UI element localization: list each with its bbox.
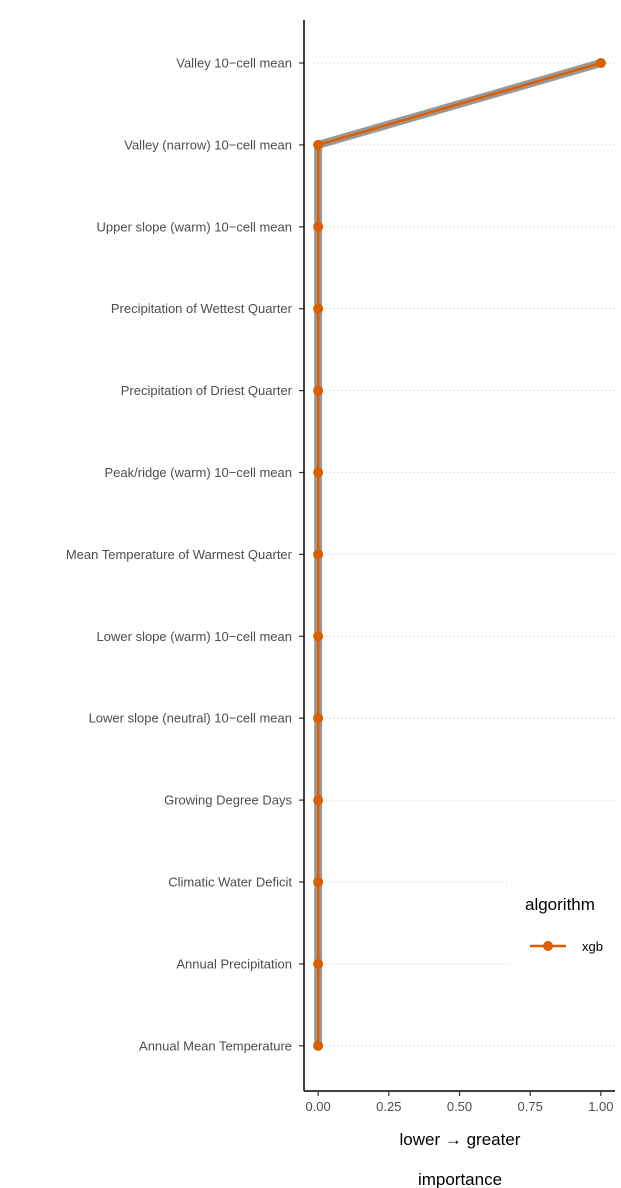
- legend-key-point: [543, 941, 553, 951]
- grid-lines: [314, 62, 615, 1047]
- y-tick-label: Precipitation of Wettest Quarter: [111, 301, 293, 316]
- data-point: [313, 139, 324, 150]
- legend-title: algorithm: [525, 895, 595, 914]
- x-tick-label: 0.25: [376, 1099, 401, 1114]
- y-tick-label: Climatic Water Deficit: [168, 875, 292, 890]
- y-tick-label: Growing Degree Days: [164, 793, 292, 808]
- x-tick-label: 1.00: [588, 1099, 613, 1114]
- data-point: [313, 713, 324, 724]
- data-point: [313, 958, 324, 969]
- y-tick-label: Annual Precipitation: [176, 956, 292, 971]
- legend-item-label: xgb: [582, 939, 603, 954]
- data-point: [313, 303, 324, 314]
- data-point: [313, 467, 324, 478]
- legend: algorithm xgb: [525, 895, 603, 954]
- y-tick-label: Peak/ridge (warm) 10−cell mean: [105, 465, 293, 480]
- data-point: [313, 221, 324, 232]
- x-tick-label: 0.50: [447, 1099, 472, 1114]
- data-point: [313, 795, 324, 806]
- y-tick-label: Lower slope (neutral) 10−cell mean: [89, 711, 292, 726]
- data-point: [595, 58, 606, 68]
- series-layer: [313, 58, 606, 1051]
- data-point: [313, 1040, 324, 1051]
- y-tick-label: Valley (narrow) 10−cell mean: [124, 137, 292, 152]
- y-tick-label: Annual Mean Temperature: [139, 1038, 292, 1053]
- data-point: [313, 877, 324, 887]
- x-tick-label: 0.00: [305, 1099, 330, 1114]
- y-tick-label: Upper slope (warm) 10−cell mean: [97, 219, 292, 234]
- x-axis-title-line1: lower → greater: [400, 1130, 521, 1149]
- data-point: [313, 631, 324, 642]
- y-tick-label: Lower slope (warm) 10−cell mean: [97, 629, 292, 644]
- data-point: [313, 385, 324, 396]
- data-point: [313, 549, 324, 560]
- axes: [299, 20, 615, 1096]
- y-tick-label: Precipitation of Driest Quarter: [121, 383, 293, 398]
- y-tick-label: Valley 10−cell mean: [176, 56, 292, 71]
- y-tick-label: Mean Temperature of Warmest Quarter: [66, 547, 293, 562]
- x-tick-label: 0.75: [518, 1099, 543, 1114]
- labels: Valley 10−cell mean Valley (narrow) 10−ce…: [66, 56, 614, 1115]
- x-axis-title-line2: importance: [418, 1170, 502, 1188]
